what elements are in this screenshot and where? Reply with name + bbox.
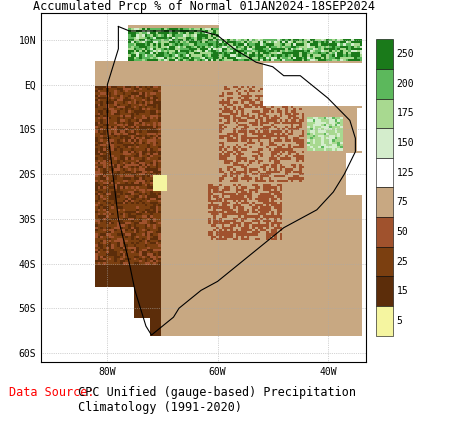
Bar	[376, 158, 393, 187]
Text: Data Source:: Data Source:	[9, 386, 95, 399]
Text: 25: 25	[397, 257, 408, 266]
Title: Accumulated Prcp % of Normal 01JAN2024-18SEP2024: Accumulated Prcp % of Normal 01JAN2024-1…	[33, 0, 375, 13]
Bar	[376, 39, 393, 69]
Bar	[376, 99, 393, 128]
Bar	[376, 247, 393, 276]
Text: 15: 15	[397, 286, 408, 296]
Bar	[376, 128, 393, 158]
Text: 200: 200	[397, 79, 414, 89]
Text: 250: 250	[397, 49, 414, 59]
Text: CPC Unified (gauge-based) Precipitation
 Climatology (1991-2020): CPC Unified (gauge-based) Precipitation …	[71, 386, 356, 414]
Bar	[376, 306, 393, 336]
Bar	[376, 69, 393, 99]
Bar	[376, 276, 393, 306]
Text: 5: 5	[397, 316, 402, 326]
Text: 125: 125	[397, 168, 414, 177]
Text: 50: 50	[397, 227, 408, 237]
Text: 150: 150	[397, 138, 414, 148]
Text: 175: 175	[397, 109, 414, 118]
Bar	[376, 187, 393, 217]
Bar	[376, 217, 393, 247]
Text: 75: 75	[397, 198, 408, 207]
